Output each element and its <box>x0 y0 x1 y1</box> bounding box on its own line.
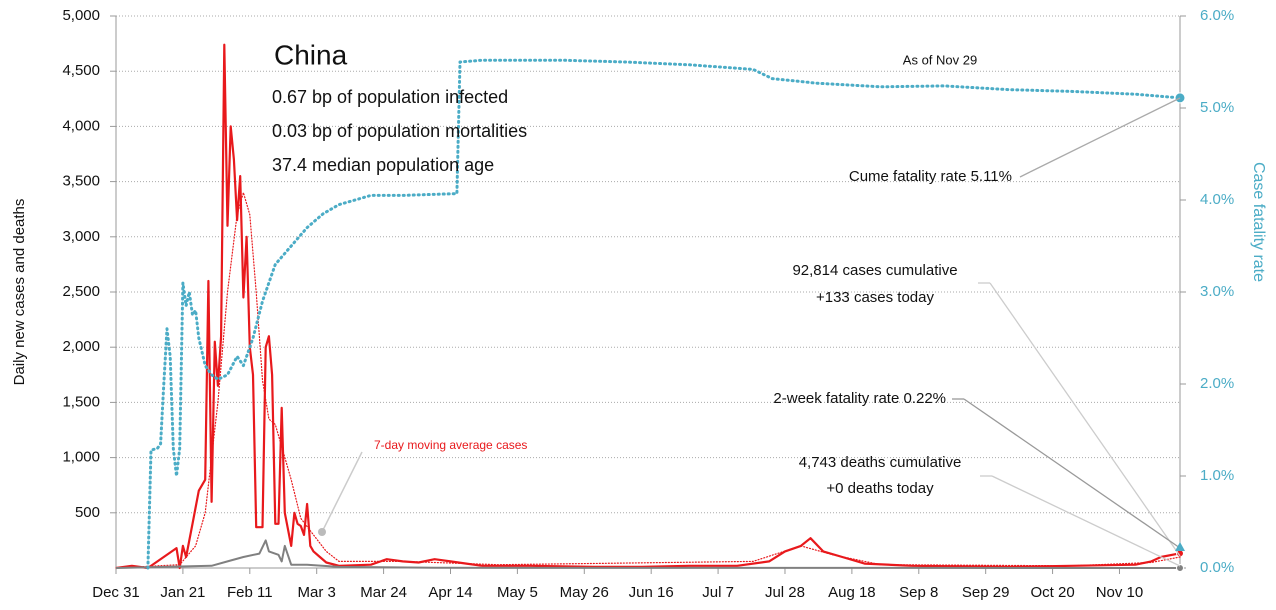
y2-tick-label: 5.0% <box>1200 99 1234 116</box>
annotation: 2-week fatality rate 0.22% <box>773 390 946 407</box>
x-tick-label: Feb 11 <box>227 584 273 601</box>
y2-tick-label: 0.0% <box>1200 559 1234 576</box>
y-tick-label: 1,000 <box>62 449 100 466</box>
annotation: +0 deaths today <box>826 480 934 497</box>
y2-tick-label: 1.0% <box>1200 467 1234 484</box>
y-tick-label: 4,500 <box>62 62 100 79</box>
annotation: 92,814 cases cumulative <box>792 262 957 279</box>
end-marker <box>1174 92 1186 104</box>
annotation: 4,743 deaths cumulative <box>799 454 962 471</box>
y-tick-label: 500 <box>75 504 100 521</box>
x-tick-label: Mar 24 <box>360 584 407 601</box>
y2-tick-label: 2.0% <box>1200 375 1234 392</box>
end-marker <box>1176 564 1184 572</box>
y2-tick-label: 4.0% <box>1200 191 1234 208</box>
stat: 0.67 bp of population infected <box>272 87 508 107</box>
x-tick-label: Dec 31 <box>92 584 140 601</box>
annotation: Cume fatality rate 5.11% <box>849 168 1012 185</box>
series-line <box>115 192 1181 569</box>
y-tick-label: 5,000 <box>62 7 100 24</box>
y-tick-label: 3,000 <box>62 228 100 245</box>
fatality-marker <box>1175 542 1185 551</box>
leader <box>989 282 1181 557</box>
x-tick-label: May 26 <box>560 584 609 601</box>
x-tick-label: Nov 10 <box>1096 584 1144 601</box>
x-tick-label: Jul 7 <box>702 584 734 601</box>
as-of: As of Nov 29 <box>903 52 977 67</box>
y-tick-label: 2,500 <box>62 283 100 300</box>
series-line <box>146 58 1182 570</box>
x-tick-label: Mar 3 <box>298 584 336 601</box>
y-tick-label: 4,000 <box>62 117 100 134</box>
leader-dot <box>318 528 326 536</box>
stat: 37.4 median population age <box>272 155 494 175</box>
leader <box>991 475 1181 567</box>
y-tick-label: 1,500 <box>62 393 100 410</box>
x-tick-label: Jul 28 <box>765 584 805 601</box>
leader <box>1029 97 1181 173</box>
x-tick-label: Sep 8 <box>899 584 938 601</box>
annotation: +133 cases today <box>816 289 935 306</box>
x-tick-label: Jan 21 <box>160 584 205 601</box>
x-tick-label: Jun 16 <box>629 584 674 601</box>
leader <box>1019 171 1031 178</box>
series-line <box>115 539 1181 569</box>
leader <box>963 398 1181 549</box>
y-tick-label: 2,000 <box>62 338 100 355</box>
leader <box>321 451 363 533</box>
y-axis-label: Daily new cases and deaths <box>11 199 28 386</box>
x-tick-label: Apr 14 <box>428 584 472 601</box>
stat: 0.03 bp of population mortalities <box>272 121 527 141</box>
x-tick-label: May 5 <box>497 584 538 601</box>
series-label: 7-day moving average cases <box>374 438 527 452</box>
y2-axis-label: Case fatality rate <box>1250 162 1267 282</box>
x-tick-label: Sep 29 <box>962 584 1010 601</box>
country: China <box>274 39 348 70</box>
y2-tick-label: 3.0% <box>1200 283 1234 300</box>
x-tick-label: Oct 20 <box>1030 584 1074 601</box>
y-tick-label: 3,500 <box>62 173 100 190</box>
x-tick-label: Aug 18 <box>828 584 876 601</box>
y2-tick-label: 6.0% <box>1200 7 1234 24</box>
